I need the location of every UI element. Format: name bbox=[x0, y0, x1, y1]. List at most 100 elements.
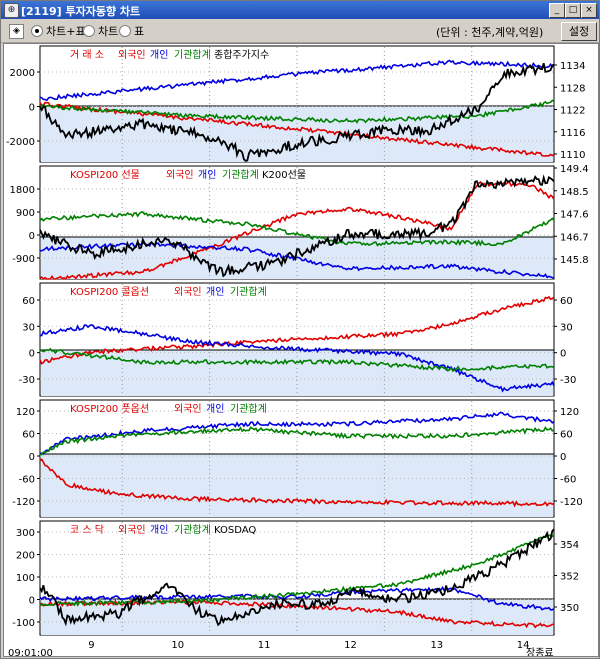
right-tick-label: 1134 bbox=[560, 61, 585, 72]
legend-entry: 개인 bbox=[206, 286, 224, 298]
left-tick-label: 60 bbox=[22, 430, 35, 441]
maximize-button[interactable]: □ bbox=[565, 3, 581, 18]
x-tick-label: 12 bbox=[344, 640, 357, 651]
minimize-button[interactable]: _ bbox=[549, 3, 565, 18]
legend-entry: KOSPI200 선물 bbox=[70, 169, 140, 181]
chart-area: 2000 0 -2000 1134 1128 1122 1116 1110 거 래 소 외국인 개인… bbox=[3, 43, 599, 659]
legend-entry: 외국인 bbox=[118, 524, 146, 536]
series-individual bbox=[39, 240, 555, 279]
right-tick-label: 148.5 bbox=[560, 187, 589, 198]
series-foreign bbox=[39, 458, 555, 508]
right-tick-label: -60 bbox=[560, 475, 576, 486]
legend-entry: 기관합계 bbox=[222, 169, 259, 181]
legend-entry: 개인 bbox=[150, 49, 168, 61]
radio-table[interactable]: 표 bbox=[119, 24, 144, 38]
right-tick-label: 354 bbox=[560, 540, 579, 551]
left-tick-label: 900 bbox=[16, 208, 35, 219]
series-index bbox=[39, 62, 555, 162]
series-individual bbox=[39, 585, 555, 611]
legend-entry: 기관합계 bbox=[174, 524, 211, 536]
legend-entry: 개인 bbox=[206, 403, 224, 415]
x-end-label: 장종료 bbox=[526, 647, 554, 656]
legend-entry: 거 래 소 bbox=[70, 49, 104, 61]
x-tick-label: 10 bbox=[171, 640, 184, 651]
left-tick-label: 120 bbox=[16, 407, 35, 418]
negative-area bbox=[41, 106, 553, 162]
right-tick-label: 60 bbox=[560, 430, 573, 441]
series-institution bbox=[39, 211, 555, 247]
left-tick-label: -2000 bbox=[6, 137, 35, 148]
radio-dot-icon[interactable] bbox=[83, 25, 95, 37]
left-tick-label: -900 bbox=[12, 254, 35, 265]
series-individual bbox=[39, 411, 555, 455]
x-tick-label: 9 bbox=[88, 640, 94, 651]
right-tick-label: 1110 bbox=[560, 150, 585, 161]
left-tick-label: 0 bbox=[29, 103, 35, 114]
legend-entry: 기관합계 bbox=[174, 49, 211, 61]
right-tick-label: 352 bbox=[560, 572, 579, 583]
left-tick-label: 2000 bbox=[10, 68, 35, 79]
x-tick-label: 11 bbox=[258, 640, 271, 651]
left-tick-label: 30 bbox=[22, 322, 35, 333]
left-tick-label: 0 bbox=[29, 596, 35, 607]
right-tick-label: 146.7 bbox=[560, 232, 589, 243]
toolbar: ◈ 차트+표 차트 표 (단위 : 천주,계약,억원) 설정 bbox=[1, 20, 599, 43]
left-tick-label: 1800 bbox=[10, 185, 35, 196]
right-tick-label: 147.6 bbox=[560, 210, 589, 221]
close-button[interactable]: × bbox=[581, 3, 597, 18]
right-tick-label: 350 bbox=[560, 603, 579, 614]
right-tick-label: 1116 bbox=[560, 128, 585, 139]
legend-entry: 외국인 bbox=[174, 286, 202, 298]
right-tick-label: -120 bbox=[560, 497, 583, 508]
left-tick-label: 60 bbox=[22, 296, 35, 307]
legend-entry: 기관합계 bbox=[230, 286, 267, 298]
radio-chart-table[interactable]: 차트+표 bbox=[31, 24, 86, 38]
legend-entry: KOSPI200 풋옵션 bbox=[70, 403, 149, 415]
right-tick-label: 60 bbox=[560, 296, 573, 307]
right-tick-label: 1122 bbox=[560, 106, 585, 117]
legend-entry: 종합주가지수 bbox=[214, 49, 269, 61]
left-tick-label: 200 bbox=[16, 551, 35, 562]
legend-entry: 외국인 bbox=[118, 49, 146, 61]
left-tick-label: 300 bbox=[16, 528, 35, 539]
legend-entry: 기관합계 bbox=[230, 403, 267, 415]
right-tick-label: 120 bbox=[560, 407, 579, 418]
legend-entry: 코 스 닥 bbox=[70, 524, 104, 536]
left-tick-label: 0 bbox=[29, 349, 35, 360]
x-tick-label: 14 bbox=[517, 640, 530, 651]
legend-entry: 외국인 bbox=[174, 403, 202, 415]
x-tick-label: 13 bbox=[430, 640, 443, 651]
series-institution bbox=[39, 534, 555, 607]
series-foreign bbox=[39, 180, 555, 281]
legend-entry: KOSDAQ bbox=[214, 525, 256, 536]
series-institution bbox=[39, 99, 555, 124]
left-tick-label: 0 bbox=[29, 452, 35, 463]
right-tick-label: 145.8 bbox=[560, 255, 589, 266]
series-individual bbox=[39, 324, 555, 393]
series-individual bbox=[39, 59, 555, 102]
series-index bbox=[39, 174, 555, 278]
right-tick-label: 0 bbox=[560, 452, 566, 463]
legend-entry: 개인 bbox=[150, 524, 168, 536]
settings-button[interactable]: 설정 bbox=[561, 22, 597, 41]
right-tick-label: -30 bbox=[560, 375, 576, 386]
legend-entry: K200선물 bbox=[262, 169, 306, 181]
radio-chart[interactable]: 차트 bbox=[83, 24, 118, 38]
legend-entry: 외국인 bbox=[166, 169, 194, 181]
series-foreign bbox=[39, 295, 555, 365]
left-tick-label: 100 bbox=[16, 573, 35, 584]
legend-entry: KOSPI200 콜옵션 bbox=[70, 286, 149, 298]
series-institution bbox=[40, 426, 555, 456]
left-tick-label: -30 bbox=[19, 375, 35, 386]
right-tick-label: 149.4 bbox=[560, 164, 589, 175]
left-tick-label: -60 bbox=[19, 475, 35, 486]
radio-dot-icon[interactable] bbox=[119, 25, 131, 37]
radio-dot-icon[interactable] bbox=[31, 25, 43, 37]
diamond-icon[interactable]: ◈ bbox=[9, 24, 24, 39]
window-title: [2119] 투자자동향 차트 bbox=[21, 5, 141, 18]
x-start-time: 09:01:00 bbox=[8, 648, 53, 656]
unit-label: (단위 : 천주,계약,억원) bbox=[436, 26, 544, 39]
series-institution bbox=[39, 347, 555, 372]
app-icon[interactable]: ⊕ bbox=[4, 3, 19, 18]
